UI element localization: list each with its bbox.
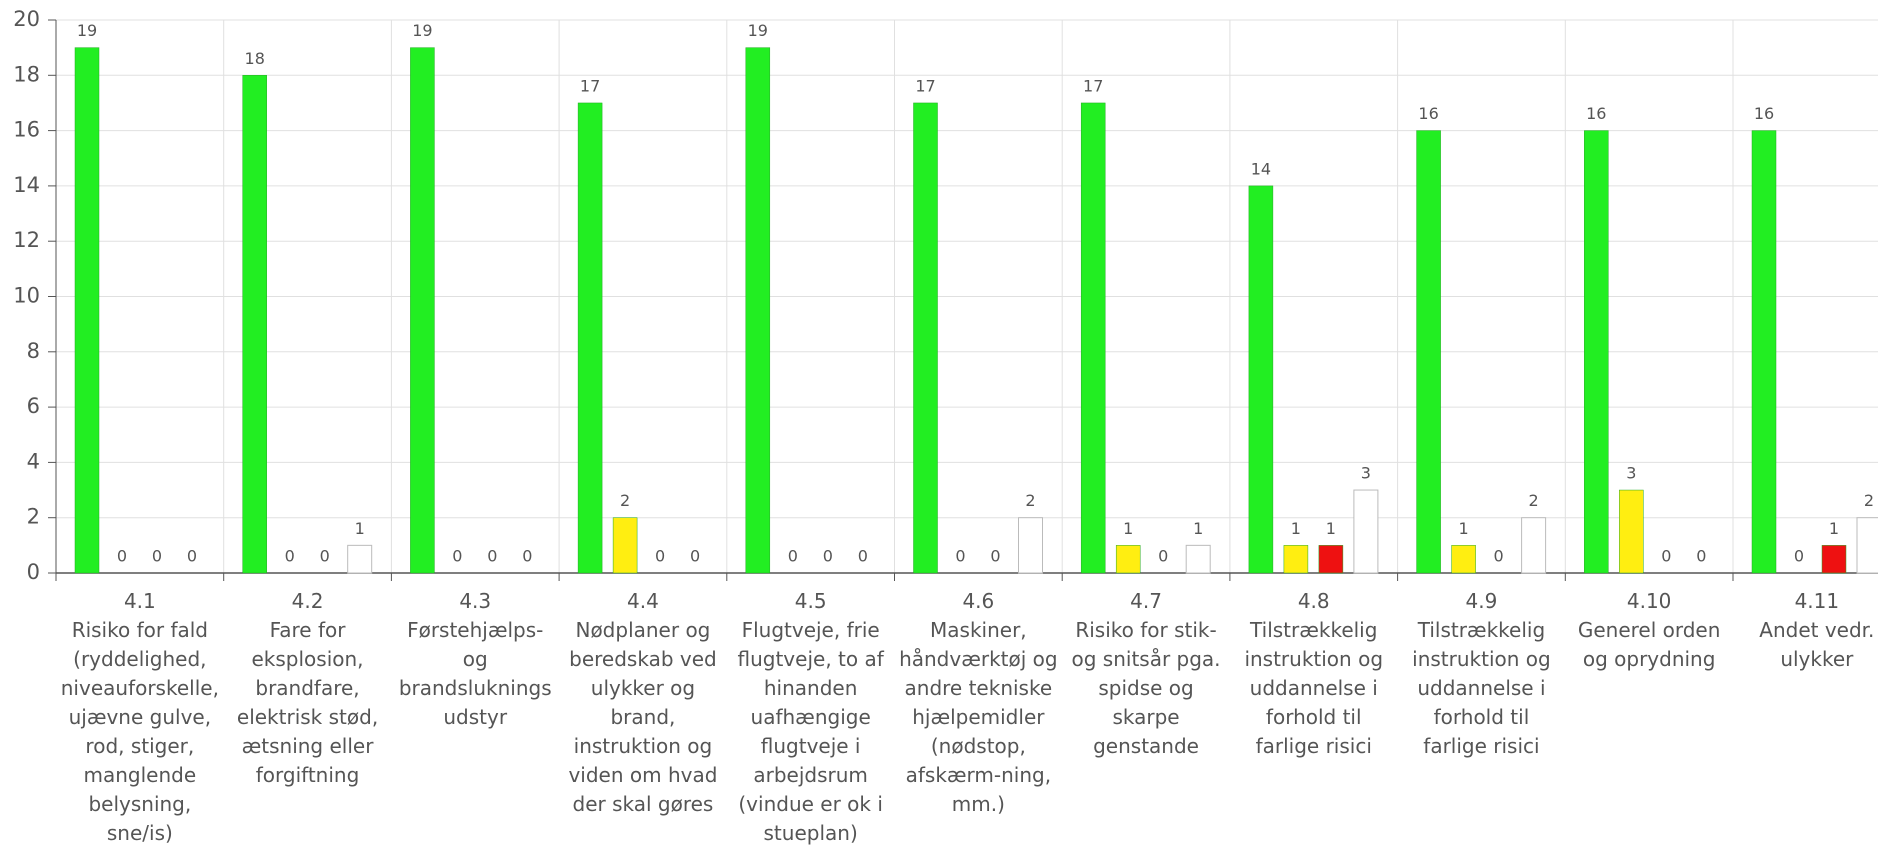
value-label: 14 [1251, 159, 1271, 178]
value-label: 2 [1864, 491, 1874, 510]
bar [745, 47, 771, 574]
bar [1185, 544, 1211, 574]
x-tick-label: 4.11 Andet vedr. ulykker [1759, 589, 1875, 671]
value-label: 17 [915, 76, 935, 95]
bar [1619, 489, 1644, 574]
value-label: 1 [1291, 519, 1301, 538]
bar [1353, 489, 1379, 574]
value-label: 1 [355, 519, 365, 538]
bar [577, 102, 603, 574]
bar [1283, 545, 1309, 574]
y-tick-label: 4 [27, 449, 40, 473]
value-label: 1 [1459, 519, 1469, 538]
value-label: 17 [580, 76, 600, 95]
bar [1080, 102, 1106, 574]
bar [612, 517, 638, 574]
bar [1584, 130, 1609, 574]
value-label: 0 [1158, 547, 1168, 566]
value-label: 0 [320, 547, 330, 566]
value-label: 0 [1661, 547, 1671, 566]
bar [242, 75, 267, 574]
x-tick-label: 4.9 Tilstrækkelig instruktion og uddanne… [1412, 589, 1551, 758]
value-label: 0 [1494, 547, 1504, 566]
bar [410, 47, 435, 574]
bar [1115, 545, 1141, 574]
value-label: 3 [1361, 464, 1371, 483]
value-label: 0 [823, 547, 833, 566]
bar [913, 102, 938, 574]
y-tick-label: 20 [13, 7, 40, 31]
x-tick-label: 4.6 Maskiner, håndværktøj og andre tekni… [899, 589, 1058, 816]
value-label: 19 [412, 21, 432, 40]
value-label: 2 [1025, 491, 1035, 510]
bar [1751, 130, 1777, 574]
value-label: 0 [487, 547, 497, 566]
value-label: 0 [858, 547, 868, 566]
bar [1821, 545, 1847, 574]
value-label: 19 [748, 21, 768, 40]
bar [1318, 545, 1344, 574]
y-tick-label: 18 [13, 62, 40, 86]
value-label: 0 [187, 547, 197, 566]
bar [1521, 517, 1547, 574]
x-tick-label: 4.3 Førstehjælps- og brandslukningsudsty… [398, 589, 552, 729]
value-label: 0 [990, 547, 1000, 566]
value-label: 1 [1326, 519, 1336, 538]
y-tick-label: 10 [13, 284, 40, 308]
y-tick-label: 6 [27, 394, 40, 418]
value-label: 17 [1083, 76, 1103, 95]
value-label: 3 [1626, 464, 1636, 483]
x-tick-label: 4.5 Flugtveje, frie flugtveje, to af hin… [737, 589, 884, 845]
value-label: 0 [152, 547, 162, 566]
value-label: 0 [655, 547, 665, 566]
y-tick-label: 12 [13, 228, 40, 252]
y-tick-label: 0 [27, 560, 40, 584]
value-label: 2 [620, 491, 630, 510]
value-label: 0 [1794, 547, 1804, 566]
bar [74, 47, 100, 574]
value-label: 0 [117, 547, 127, 566]
y-tick-label: 2 [27, 505, 40, 529]
value-label: 1 [1829, 519, 1839, 538]
value-label: 0 [285, 547, 295, 566]
value-label: 1 [1123, 519, 1133, 538]
value-label: 16 [1754, 104, 1774, 123]
x-tick-label: 4.1 Risiko for fald (ryddelighed, niveau… [60, 589, 219, 845]
value-label: 1 [1193, 519, 1203, 538]
value-label: 18 [245, 49, 265, 68]
y-tick-label: 14 [13, 173, 40, 197]
bar [1416, 130, 1441, 574]
x-tick-label: 4.4 Nødplaner og beredskab ved ulykker o… [568, 589, 718, 816]
x-tick-label: 4.8 Tilstrækkelig instruktion og uddanne… [1244, 589, 1384, 758]
bar [1856, 517, 1878, 574]
value-label: 16 [1586, 104, 1606, 123]
value-label: 0 [955, 547, 965, 566]
bar [1248, 185, 1274, 574]
value-label: 0 [522, 547, 532, 566]
x-tick-label: 4.7 Risiko for stik- og snitsår pga. spi… [1071, 589, 1221, 758]
y-tick-label: 16 [13, 118, 40, 142]
bar [1018, 517, 1043, 574]
value-label: 0 [690, 547, 700, 566]
value-label: 0 [1696, 547, 1706, 566]
value-label: 0 [788, 547, 798, 566]
bar [347, 544, 373, 574]
bar [1451, 545, 1476, 574]
value-label: 16 [1418, 104, 1438, 123]
x-tick-label: 4.10 Generel orden og oprydning [1577, 589, 1721, 671]
value-label: 19 [77, 21, 97, 40]
y-tick-label: 8 [27, 339, 40, 363]
x-tick-label: 4.2 Fare for eksplosion, brandfare, elek… [236, 589, 379, 787]
value-label: 2 [1529, 491, 1539, 510]
value-label: 0 [452, 547, 462, 566]
